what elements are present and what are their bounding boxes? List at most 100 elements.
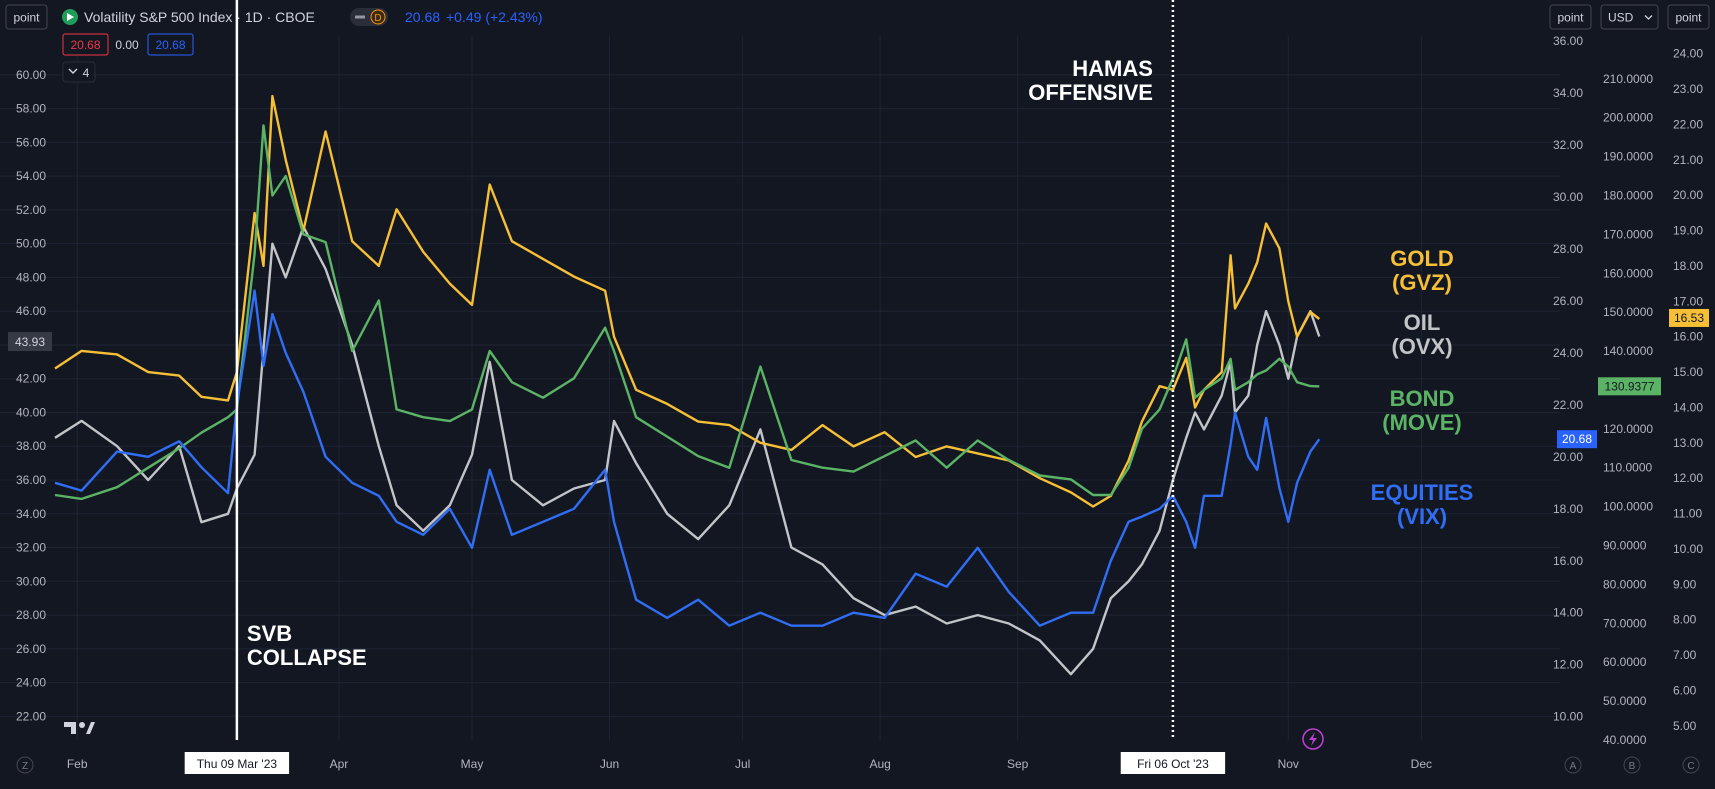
event-annotation: SVB — [247, 621, 292, 646]
buy-price-box[interactable]: 20.68 — [147, 33, 194, 56]
gvz-price-axis[interactable]: 5.00 6.00 7.00 8.00 9.00 10.00 11.00 12.00 13.00… — [1673, 47, 1703, 733]
y-tick-label: 200.0000 — [1603, 111, 1653, 125]
y-tick-label: 36.00 — [1553, 34, 1583, 48]
equities-legend-label: (VIX) — [1397, 504, 1447, 529]
y-tick-label: 21.00 — [1673, 153, 1703, 167]
y-tick-label: 24.00 — [1673, 47, 1703, 61]
x-tick-label: Apr — [330, 757, 349, 771]
currency-select[interactable]: USD — [1600, 4, 1659, 30]
y-tick-label: 30.00 — [16, 574, 46, 588]
y-tick-label: 23.00 — [1673, 82, 1703, 96]
price-change: +0.49 (+2.43%) — [446, 9, 543, 25]
timezone-label: Z — [22, 761, 28, 772]
equities-last-value-box — [1557, 430, 1597, 449]
y-tick-label: 40.0000 — [1603, 733, 1647, 747]
y-tick-label: 140.0000 — [1603, 344, 1653, 358]
currency-select-label: USD — [1608, 11, 1634, 25]
y-tick-label: 120.0000 — [1603, 422, 1653, 436]
y-tick-label: 90.0000 — [1603, 539, 1647, 553]
y-tick-label: 26.00 — [1553, 294, 1583, 308]
minus-icon — [355, 15, 365, 19]
timezone-button[interactable]: Z — [16, 756, 34, 774]
interval-badge[interactable]: D — [350, 8, 388, 26]
y-tick-label: 56.00 — [16, 135, 46, 149]
y-tick-label: 190.0000 — [1603, 150, 1653, 164]
y-tick-label: 19.00 — [1673, 224, 1703, 238]
gold-legend-label: (GVZ) — [1392, 270, 1452, 295]
series-legends: GOLD(GVZ) OIL(OVX) BOND(MOVE) EQUITIES(VIX) — [1371, 246, 1474, 529]
y-tick-label: 11.00 — [1673, 507, 1702, 521]
event-annotation: OFFENSIVE — [1028, 80, 1153, 105]
y-tick-label: 13.00 — [1673, 436, 1703, 450]
y-tick-label: 52.00 — [16, 203, 46, 217]
series-layer — [54, 94, 1321, 676]
y-tick-label: 22.00 — [16, 709, 46, 723]
y-tick-label: 40.00 — [16, 405, 46, 419]
gold-last-value-label: 16.53 — [1674, 311, 1704, 325]
vix-price-axis[interactable]: 10.00 12.00 14.00 16.00 18.00 20.00 22.00 24.00… — [1553, 34, 1583, 723]
left-scale-button-label: point — [13, 11, 40, 25]
buy-price-label: 20.68 — [155, 38, 185, 52]
x-tick-label: Jul — [735, 757, 750, 771]
gold-last-value-box — [1669, 308, 1709, 327]
equities-last-value-label: 20.68 — [1562, 432, 1592, 446]
y-tick-label: 24.00 — [16, 676, 46, 690]
y-tick-label: 16.00 — [1673, 330, 1703, 344]
indicators-toggle[interactable]: 4 — [62, 61, 96, 83]
oil-legend-label: (OVX) — [1391, 334, 1452, 359]
sell-price-box[interactable]: 20.68 — [62, 33, 109, 56]
bond-last-value-box — [1598, 377, 1661, 396]
event-annotation: HAMAS — [1072, 56, 1153, 81]
y-tick-label: 22.00 — [1553, 398, 1583, 412]
x-tick-label: Jun — [600, 757, 619, 771]
scale-b-button[interactable]: B — [1623, 756, 1641, 774]
right-scale-button-2[interactable]: point — [1667, 4, 1710, 30]
x-tick-label: Dec — [1411, 757, 1432, 771]
auto-scale-button[interactable]: A — [1564, 756, 1582, 774]
lightning-icon[interactable] — [1302, 728, 1324, 750]
crosshair-price-label: 43.93 — [8, 332, 52, 351]
y-tick-label: 12.00 — [1553, 658, 1583, 672]
y-tick-label: 16.00 — [1553, 554, 1583, 568]
y-tick-label: 17.00 — [1673, 294, 1703, 308]
x-tick-label: Aug — [869, 757, 890, 771]
bond-series-line[interactable] — [54, 124, 1320, 501]
y-tick-label: 100.0000 — [1603, 500, 1653, 514]
equities-series-line[interactable] — [54, 289, 1321, 627]
scale-c-label: C — [1687, 761, 1694, 772]
bond-last-value-label: 130.9377 — [1604, 379, 1654, 393]
y-tick-label: 12.00 — [1673, 471, 1703, 485]
x-tick-label: Sep — [1007, 757, 1029, 771]
time-axis[interactable]: Feb Apr May Jun Jul Aug Sep Nov Dec — [67, 757, 1432, 771]
y-tick-label: 18.00 — [1553, 502, 1583, 516]
tradingview-logo-icon[interactable] — [64, 722, 95, 734]
right-scale-button-1[interactable]: point — [1549, 4, 1592, 30]
sell-price-label: 20.68 — [70, 38, 100, 52]
y-tick-label: 18.00 — [1673, 259, 1703, 273]
y-tick-label: 10.00 — [1673, 542, 1703, 556]
symbol-title[interactable]: Volatility S&P 500 Index · 1D · CBOE — [84, 9, 315, 25]
bond-legend-label: (MOVE) — [1382, 410, 1461, 435]
y-tick-label: 10.00 — [1553, 710, 1583, 724]
gold-series-line[interactable] — [54, 94, 1321, 508]
y-tick-label: 60.00 — [16, 68, 46, 82]
y-tick-label: 42.00 — [16, 372, 46, 386]
move-price-axis[interactable]: 40.0000 50.0000 60.0000 70.0000 80.0000 90.00… — [1603, 72, 1653, 747]
left-scale-button[interactable]: point — [5, 4, 48, 30]
y-tick-label: 36.00 — [16, 473, 46, 487]
y-tick-label: 110.0000 — [1603, 461, 1652, 475]
y-tick-label: 26.00 — [16, 642, 46, 656]
y-tick-label: 34.00 — [16, 507, 46, 521]
y-tick-label: 6.00 — [1673, 683, 1697, 697]
scale-c-button[interactable]: C — [1682, 756, 1700, 774]
event-annotation: COLLAPSE — [247, 645, 367, 670]
scale-b-label: B — [1629, 761, 1636, 772]
y-tick-label: 15.00 — [1673, 365, 1703, 379]
y-tick-label: 32.00 — [16, 541, 46, 555]
x-tick-label: May — [461, 757, 484, 771]
oil-series-line[interactable] — [54, 225, 1321, 676]
y-tick-label: 24.00 — [1553, 346, 1583, 360]
